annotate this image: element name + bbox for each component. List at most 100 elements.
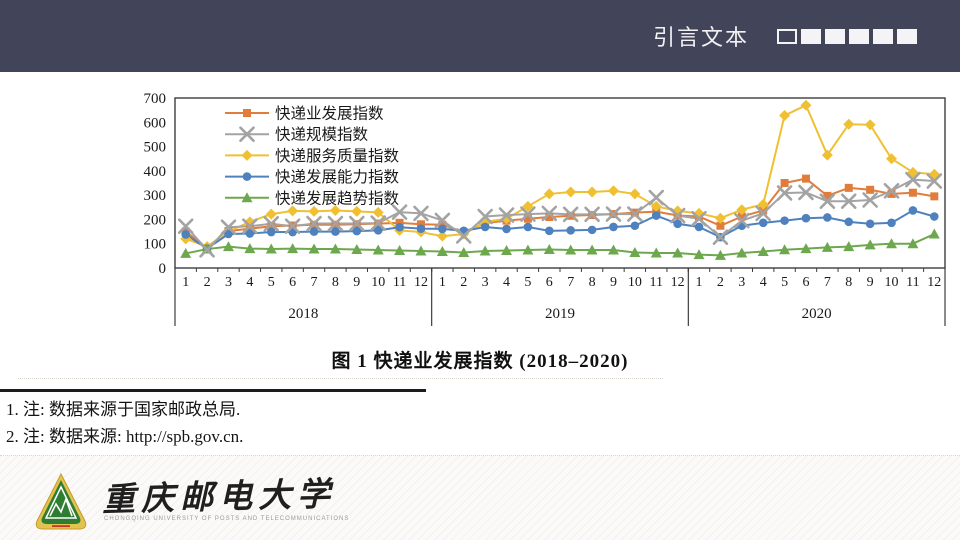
series-marker-1 <box>669 207 686 224</box>
series-marker-1 <box>434 212 451 229</box>
x-tick-label: 5 <box>268 275 275 290</box>
year-label: 2020 <box>802 306 832 322</box>
series-marker-4 <box>180 247 192 258</box>
series-marker-1 <box>605 206 622 222</box>
y-tick-label: 600 <box>144 115 167 131</box>
series-marker-1 <box>327 215 344 232</box>
series-marker-1 <box>391 204 408 220</box>
x-tick-label: 6 <box>546 275 553 290</box>
series-marker-0 <box>866 185 875 194</box>
header-progress-squares <box>777 28 917 44</box>
x-tick-label: 4 <box>246 275 253 290</box>
series-marker-2 <box>821 149 833 161</box>
series-marker-2 <box>736 204 748 216</box>
series-marker-0 <box>801 174 810 183</box>
series-marker-1 <box>498 207 515 223</box>
series-marker-3 <box>566 226 575 235</box>
progress-square-icon <box>849 28 869 44</box>
x-tick-label: 2 <box>204 275 211 290</box>
x-tick-label: 9 <box>610 275 617 290</box>
series-marker-2 <box>779 109 791 121</box>
series-marker-2 <box>843 118 855 130</box>
series-marker-1 <box>712 229 729 245</box>
series-marker-1 <box>199 241 215 258</box>
series-marker-0 <box>267 222 276 231</box>
series-marker-3 <box>673 219 682 229</box>
series-marker-2 <box>522 200 534 212</box>
series-marker-2 <box>565 186 577 198</box>
series-marker-1 <box>819 193 836 210</box>
progress-square-icon <box>801 28 821 44</box>
series-marker-1 <box>263 216 280 232</box>
legend-marker-icon <box>241 192 253 203</box>
series-marker-1 <box>306 215 322 232</box>
series-marker-2 <box>693 207 705 219</box>
x-tick-label: 7 <box>311 275 318 290</box>
series-marker-3 <box>224 229 233 239</box>
series-marker-1 <box>840 193 857 210</box>
series-marker-4 <box>394 245 406 256</box>
x-tick-label: 5 <box>781 275 788 290</box>
series-marker-3 <box>416 224 426 233</box>
series-marker-1 <box>883 182 900 199</box>
university-name-cn: 重庆邮电大学 <box>101 476 337 520</box>
series-marker-4 <box>501 245 513 256</box>
x-tick-label: 3 <box>482 275 489 290</box>
series-marker-0 <box>844 183 853 192</box>
series-marker-4 <box>672 247 684 258</box>
x-tick-label: 9 <box>353 275 360 290</box>
series-marker-2 <box>372 206 384 218</box>
series-marker-1 <box>370 215 386 231</box>
series-marker-1 <box>520 206 536 222</box>
notes-rule <box>0 389 426 392</box>
x-tick-label: 1 <box>696 275 703 290</box>
series-marker-4 <box>543 244 555 255</box>
x-tick-label: 11 <box>906 275 919 290</box>
legend-marker-icon <box>241 149 253 161</box>
x-tick-label: 9 <box>867 275 874 290</box>
series-marker-1 <box>562 206 579 223</box>
series-marker-4 <box>565 244 577 255</box>
series-marker-2 <box>886 153 898 165</box>
series-marker-3 <box>309 227 319 236</box>
series-marker-4 <box>308 243 320 254</box>
series-marker-4 <box>458 246 470 257</box>
series-marker-2 <box>308 205 320 217</box>
year-label: 2018 <box>288 306 318 322</box>
series-marker-2 <box>607 185 619 197</box>
series-marker-3 <box>181 230 190 239</box>
series-marker-4 <box>329 243 341 254</box>
y-tick-label: 0 <box>159 261 167 277</box>
x-tick-label: 1 <box>439 275 446 290</box>
divider-dotted-bottom <box>0 455 960 456</box>
y-tick-label: 200 <box>144 212 167 228</box>
series-marker-3 <box>651 211 661 220</box>
notes-block: 1. 注: 数据来源于国家邮政总局. 2. 注: 数据来源: http://sp… <box>6 396 243 450</box>
series-marker-3 <box>266 227 276 237</box>
series-marker-4 <box>351 244 363 255</box>
university-name-en: CHONGQING UNIVERSITY OF POSTS AND TELECO… <box>104 516 350 522</box>
series-marker-4 <box>800 243 812 254</box>
y-tick-label: 100 <box>144 237 167 253</box>
y-tick-label: 300 <box>144 188 167 204</box>
x-tick-label: 2 <box>717 275 724 290</box>
series-marker-4 <box>222 241 234 252</box>
series-marker-0 <box>395 218 404 227</box>
series-line-4 <box>185 233 935 257</box>
series-marker-4 <box>522 244 534 255</box>
series-marker-2 <box>800 99 812 111</box>
x-tick-label: 12 <box>414 275 428 290</box>
series-marker-0 <box>737 212 746 221</box>
series-marker-0 <box>930 192 939 201</box>
series-marker-2 <box>543 188 555 200</box>
series-marker-1 <box>648 189 665 206</box>
y-tick-label: 400 <box>144 164 167 180</box>
university-logo-icon <box>35 472 87 530</box>
series-marker-1 <box>284 218 301 235</box>
legend-marker-icon <box>242 172 252 181</box>
series-marker-1 <box>242 218 258 235</box>
series-marker-4 <box>907 238 919 249</box>
progress-square-icon <box>777 28 797 44</box>
legend-label: 快递规模指数 <box>275 126 369 144</box>
series-marker-3 <box>587 225 597 235</box>
